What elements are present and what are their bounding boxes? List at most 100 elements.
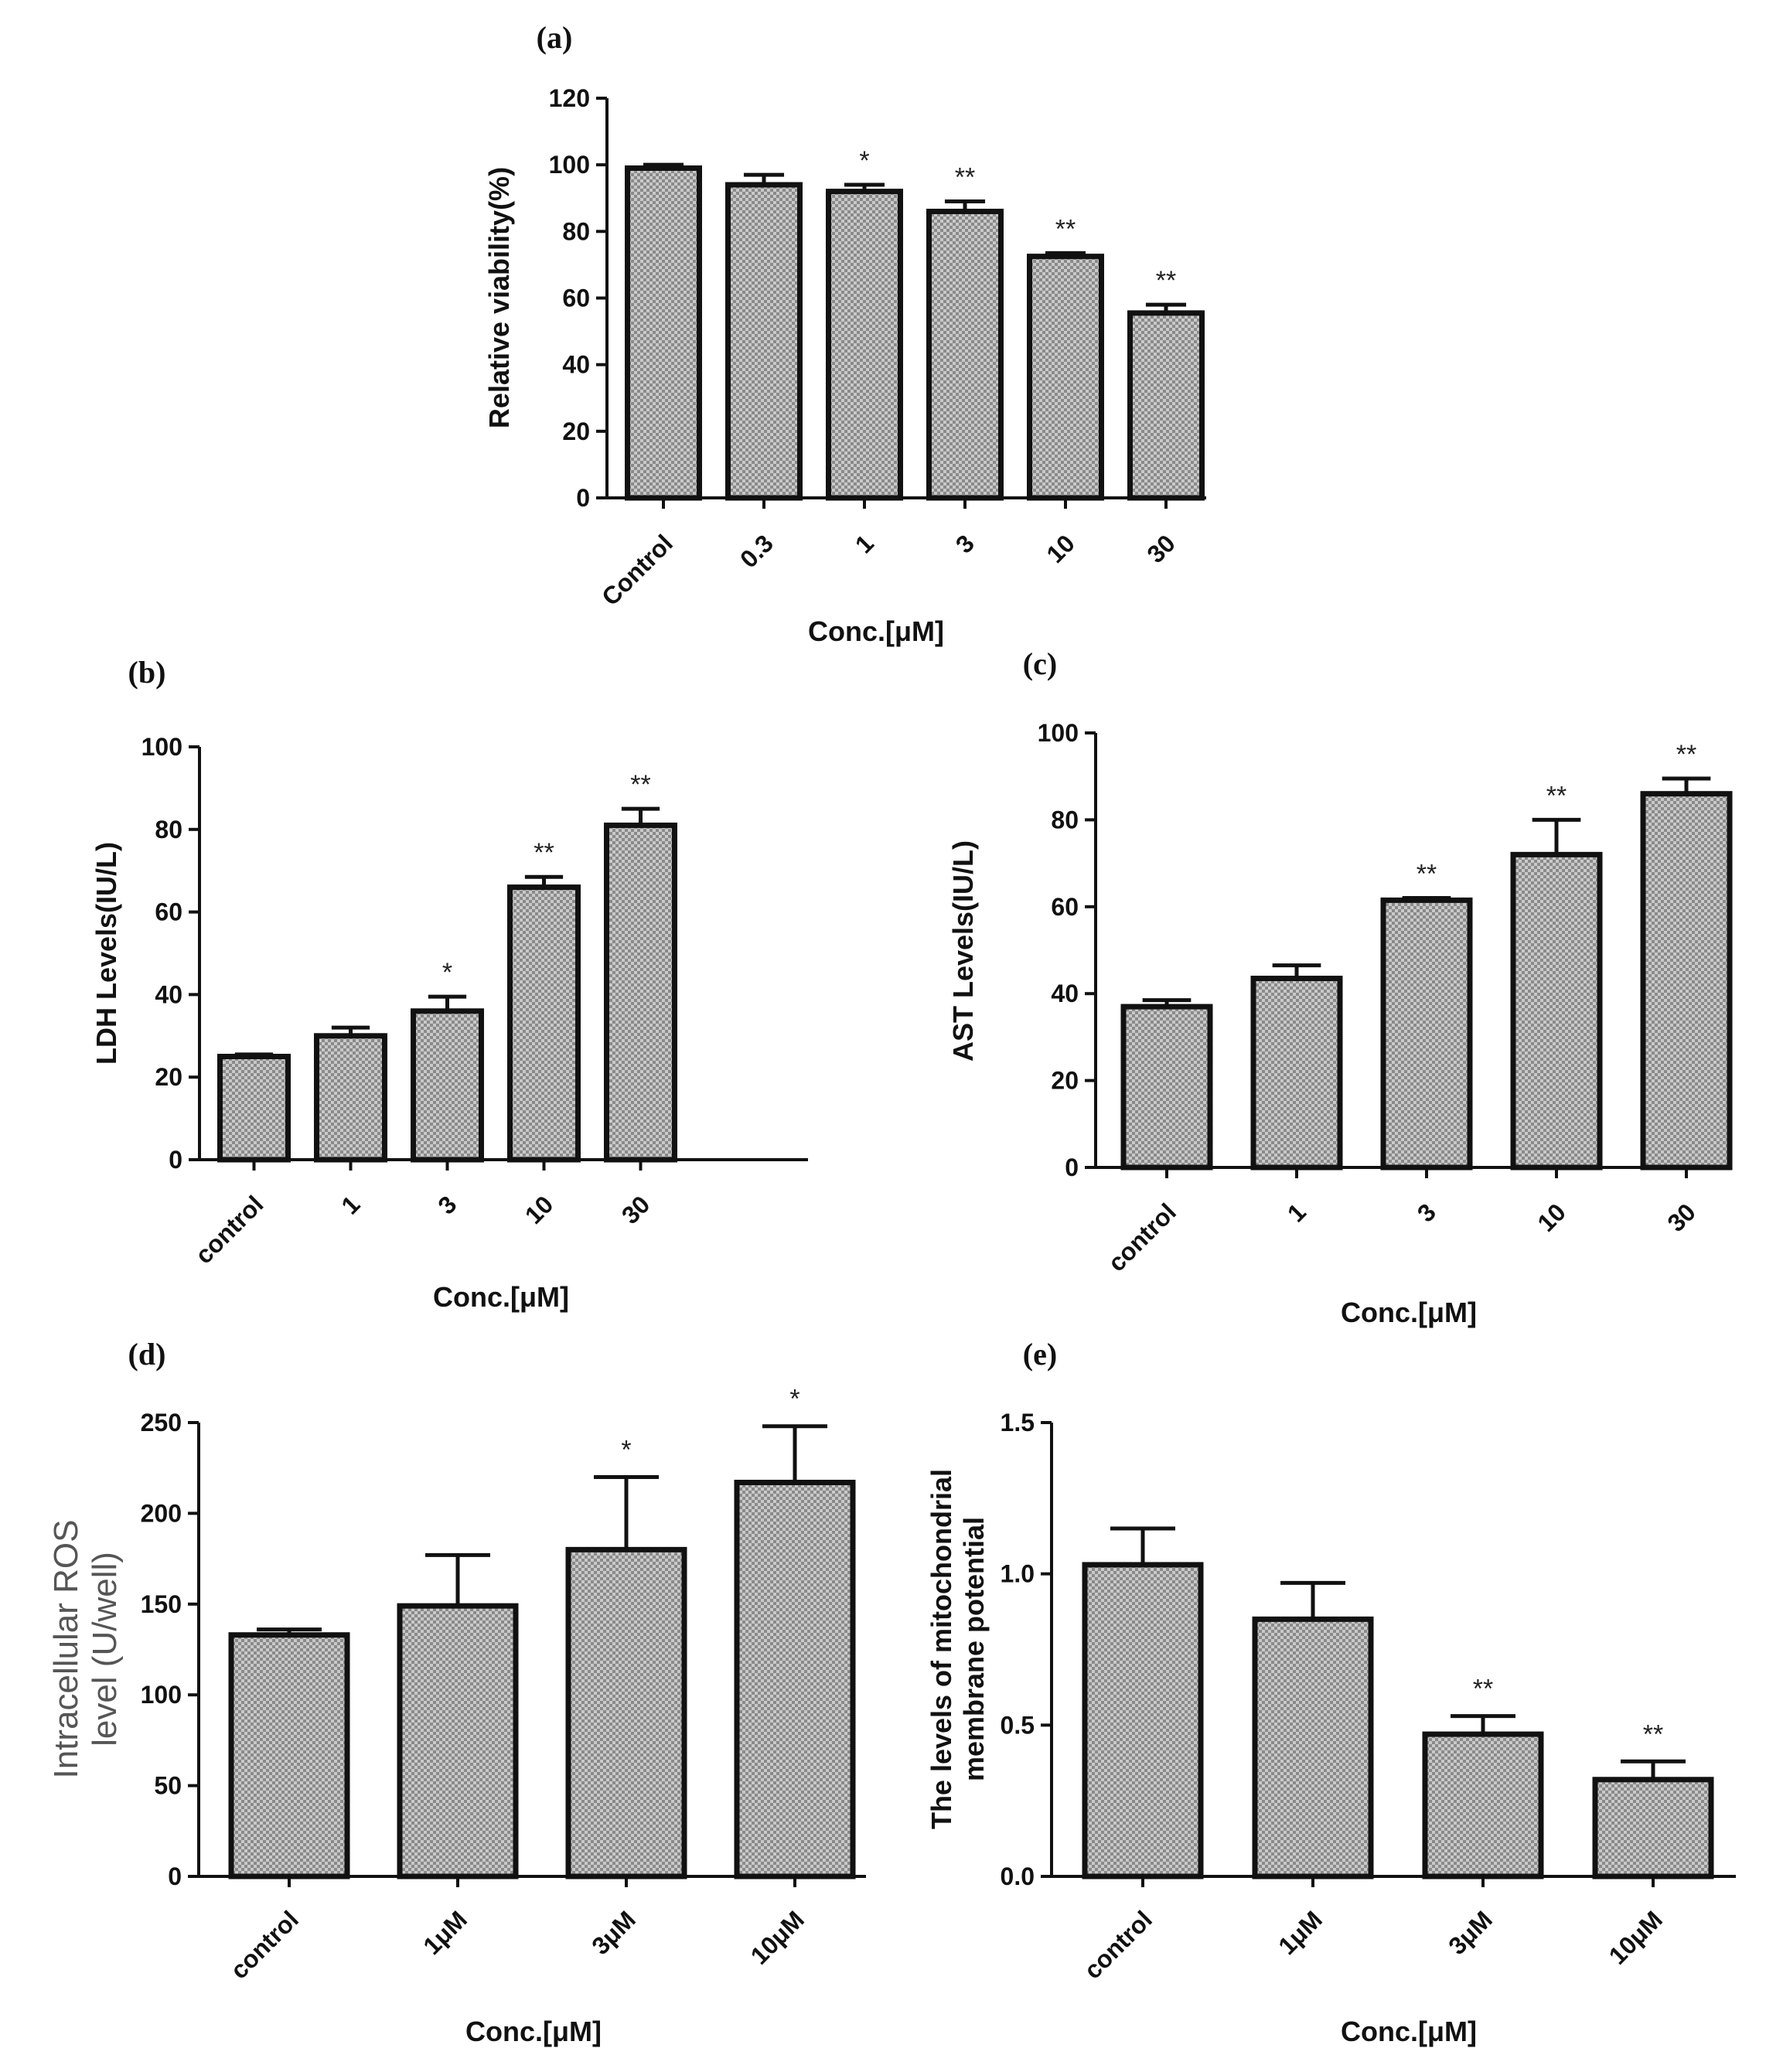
x-tick-label: control (189, 1190, 268, 1269)
y-axis-title: Relative viability(%) (483, 167, 515, 428)
y-axis-title-line: level (U/well) (86, 1552, 124, 1747)
bar (217, 1054, 291, 1163)
x-tick-label: 1μM (1273, 1905, 1328, 1960)
x-axis-title: Conc.[μM] (465, 2016, 602, 2047)
bar (1422, 1731, 1544, 1879)
bar (1252, 1616, 1374, 1879)
x-tick-label: 3 (432, 1190, 462, 1219)
x-tick-label: 30 (616, 1190, 656, 1229)
x-tick-label: control (225, 1905, 304, 1984)
y-tick-label: 0 (168, 1862, 182, 1890)
x-tick-label: 1 (850, 529, 879, 558)
bar (1640, 791, 1733, 1171)
bar (625, 165, 702, 501)
bar (397, 1603, 519, 1879)
y-tick-label: 100 (549, 151, 590, 179)
y-axis-title: LDH Levels(IU/L) (90, 842, 122, 1065)
significance-marker: ** (1676, 740, 1696, 769)
significance-marker: ** (534, 838, 554, 867)
chart-panel-c: (c) 0 20 40 60 80 100 AST Levels(IU/L) Conc.[μM]… (947, 646, 1733, 1328)
y-tick-label: 60 (155, 898, 182, 926)
bar (411, 1008, 484, 1163)
y-tick-label: 40 (155, 980, 182, 1008)
x-tick-label: 10μM (745, 1905, 810, 1969)
x-tick-label: 3μM (1443, 1905, 1498, 1960)
x-tick-label: 30 (1662, 1198, 1701, 1237)
x-axis-title: Conc.[μM] (808, 615, 944, 647)
y-axis-title-line: membrane potential (958, 1517, 990, 1781)
chart-panel-e: (e) 0.0 0.5 1.0 1.5 The levels of mitochondri… (926, 1337, 1736, 2047)
y-tick-label: 0.5 (1001, 1711, 1035, 1739)
y-tick-label: 40 (562, 351, 590, 379)
y-tick-label: 40 (1051, 980, 1079, 1007)
bar (826, 189, 903, 501)
y-tick-label: 0.0 (1001, 1862, 1035, 1890)
y-axis-title: AST Levels(IU/L) (947, 840, 979, 1062)
chart-panel-a: (a) 0 20 40 60 80 100 120 Relative viability(%) C… (483, 20, 1206, 647)
y-tick-label: 50 (154, 1772, 182, 1800)
bar (1127, 310, 1205, 501)
y-tick-label: 0 (169, 1146, 182, 1174)
y-tick-label: 100 (141, 1681, 182, 1709)
x-axis-title: Conc.[μM] (433, 1281, 569, 1313)
y-axis-title: The levels of mitochondrialmembrane pote… (926, 1469, 990, 1829)
x-tick-label: 1 (336, 1190, 365, 1219)
bar (604, 822, 677, 1163)
y-tick-label: 60 (562, 285, 590, 312)
significance-marker: ** (1643, 1719, 1663, 1749)
x-tick-label: 10 (1532, 1198, 1571, 1237)
x-tick-label: 3 (1412, 1198, 1441, 1227)
y-tick-label: 80 (562, 217, 590, 245)
panel-letter: (a) (537, 20, 573, 55)
x-axis-title: Conc.[μM] (1341, 2016, 1477, 2047)
y-tick-label: 250 (141, 1409, 182, 1436)
x-tick-label: 1μM (418, 1905, 472, 1960)
significance-marker: ** (630, 770, 650, 799)
x-tick-label: 3 (950, 529, 980, 558)
bar (1082, 1562, 1204, 1879)
y-tick-label: 0 (576, 484, 590, 512)
significance-marker: * (789, 1385, 799, 1414)
y-axis-title-line: Intracellular ROS (47, 1519, 85, 1778)
significance-marker: ** (955, 163, 975, 193)
chart-panel-b: (b) 0 20 40 60 80 100 LDH Levels(IU/L) Conc.[μM]… (90, 655, 808, 1313)
x-tick-label: 0.3 (735, 529, 779, 573)
bar (926, 208, 1004, 501)
panel-letter: (e) (1023, 1337, 1057, 1372)
y-tick-label: 60 (1051, 893, 1079, 921)
x-tick-label: 10 (1041, 529, 1080, 568)
panel-letter: (c) (1023, 646, 1057, 681)
significance-marker: ** (1546, 781, 1567, 810)
panel-letter: (b) (128, 655, 166, 690)
bar (1510, 851, 1603, 1171)
bar (1592, 1777, 1714, 1879)
x-tick-label: control (1103, 1198, 1181, 1276)
significance-marker: * (621, 1435, 631, 1464)
y-axis-title: Intracellular ROSlevel (U/well) (47, 1519, 124, 1778)
y-tick-label: 1.5 (1001, 1409, 1035, 1436)
x-tick-label: 1 (1282, 1198, 1311, 1227)
significance-marker: ** (1417, 860, 1437, 889)
significance-marker: ** (1156, 266, 1176, 295)
y-tick-label: 150 (141, 1590, 182, 1618)
significance-marker: ** (1473, 1675, 1493, 1704)
x-axis-title: Conc.[μM] (1341, 1297, 1477, 1328)
bar (734, 1479, 856, 1879)
x-tick-label: Control (596, 529, 678, 611)
significance-marker: * (442, 958, 452, 987)
bar (1120, 1004, 1213, 1171)
bar (1250, 976, 1343, 1171)
y-tick-label: 100 (141, 733, 182, 761)
x-tick-label: 3μM (586, 1905, 641, 1960)
y-tick-label: 20 (562, 417, 590, 445)
bar (1380, 897, 1473, 1171)
bar (565, 1546, 687, 1879)
y-tick-label: 80 (155, 816, 182, 843)
chart-panel-d: (d) 0 50 100 150 200 250 Intracellular ROSlevel… (47, 1337, 866, 2047)
y-tick-label: 20 (1051, 1067, 1079, 1095)
bar (725, 182, 803, 501)
y-axis-title-line: The levels of mitochondrial (926, 1469, 957, 1829)
x-tick-label: 10μM (1604, 1905, 1668, 1969)
y-tick-label: 120 (549, 84, 590, 112)
